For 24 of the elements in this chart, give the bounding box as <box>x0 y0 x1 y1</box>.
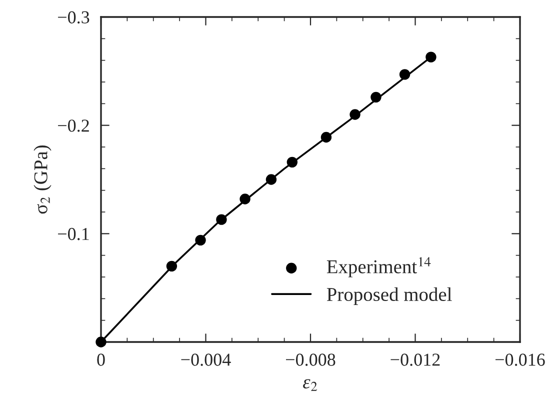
y-tick-label: −0.2 <box>58 120 89 132</box>
legend-label: Experiment$^{14}$ <box>326 257 431 278</box>
x-tick-label: −0.004 <box>181 354 231 366</box>
point <box>240 194 250 204</box>
legend-label: Proposed model <box>326 287 452 305</box>
x-tick-label: 0 <box>97 354 105 366</box>
y-tick-label: −0.1 <box>58 228 89 240</box>
x-tick-label: −0.008 <box>286 354 336 366</box>
y-axis-title: σ$_{2}$ (GPa) <box>34 146 52 214</box>
point <box>320 132 332 143</box>
point <box>216 214 227 225</box>
point <box>399 69 410 80</box>
point <box>96 336 106 348</box>
point <box>286 156 298 168</box>
x-tick-label: −0.012 <box>390 354 440 366</box>
point <box>195 234 206 246</box>
point <box>370 92 382 103</box>
point <box>426 52 436 62</box>
x-tick-label: −0.016 <box>495 354 545 366</box>
point <box>350 109 360 120</box>
x-axis-title: ε$_{2}$ <box>303 379 318 391</box>
point <box>166 260 178 272</box>
point <box>266 174 277 185</box>
y-tick-label: −0.3 <box>58 11 90 24</box>
